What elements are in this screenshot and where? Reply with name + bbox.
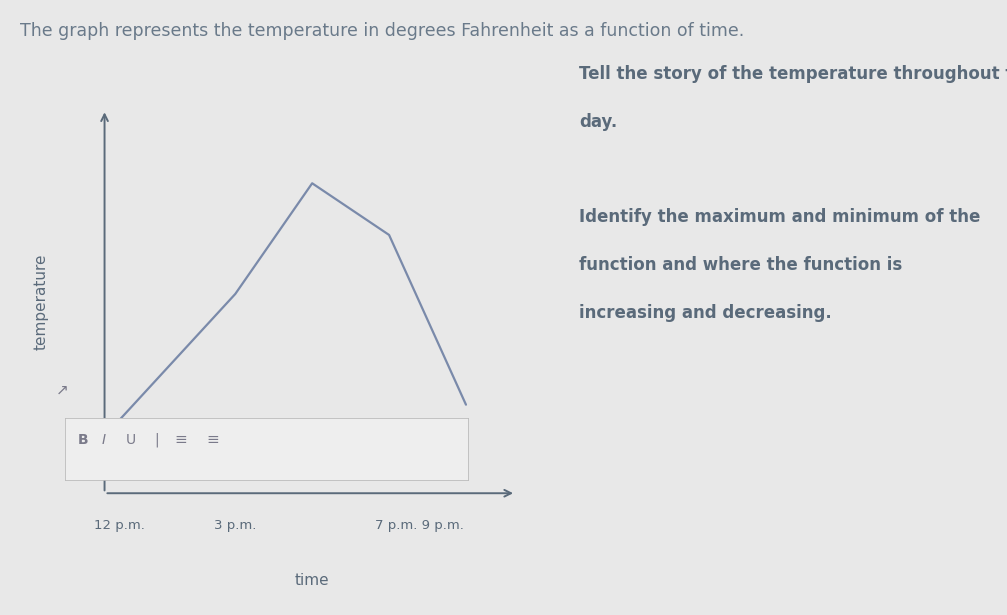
Text: ≡: ≡ bbox=[174, 432, 187, 447]
Text: The graph represents the temperature in degrees Fahrenheit as a function of time: The graph represents the temperature in … bbox=[20, 22, 744, 39]
Text: |: | bbox=[154, 432, 159, 447]
Text: function and where the function is: function and where the function is bbox=[579, 256, 902, 274]
Text: ≡: ≡ bbox=[206, 432, 220, 447]
Text: time: time bbox=[295, 573, 329, 589]
Text: 7 p.m. 9 p.m.: 7 p.m. 9 p.m. bbox=[376, 519, 464, 532]
Text: Identify the maximum and minimum of the: Identify the maximum and minimum of the bbox=[579, 208, 981, 226]
Text: temperature: temperature bbox=[34, 253, 49, 349]
Text: B: B bbox=[78, 433, 89, 446]
Text: 12 p.m.: 12 p.m. bbox=[95, 519, 145, 532]
Text: Tell the story of the temperature throughout the: Tell the story of the temperature throug… bbox=[579, 65, 1007, 82]
Text: U: U bbox=[126, 433, 136, 446]
Text: ↗: ↗ bbox=[55, 383, 68, 398]
Text: increasing and decreasing.: increasing and decreasing. bbox=[579, 304, 832, 322]
Text: day.: day. bbox=[579, 113, 617, 130]
Text: I: I bbox=[102, 433, 106, 446]
Text: 3 p.m.: 3 p.m. bbox=[214, 519, 257, 532]
